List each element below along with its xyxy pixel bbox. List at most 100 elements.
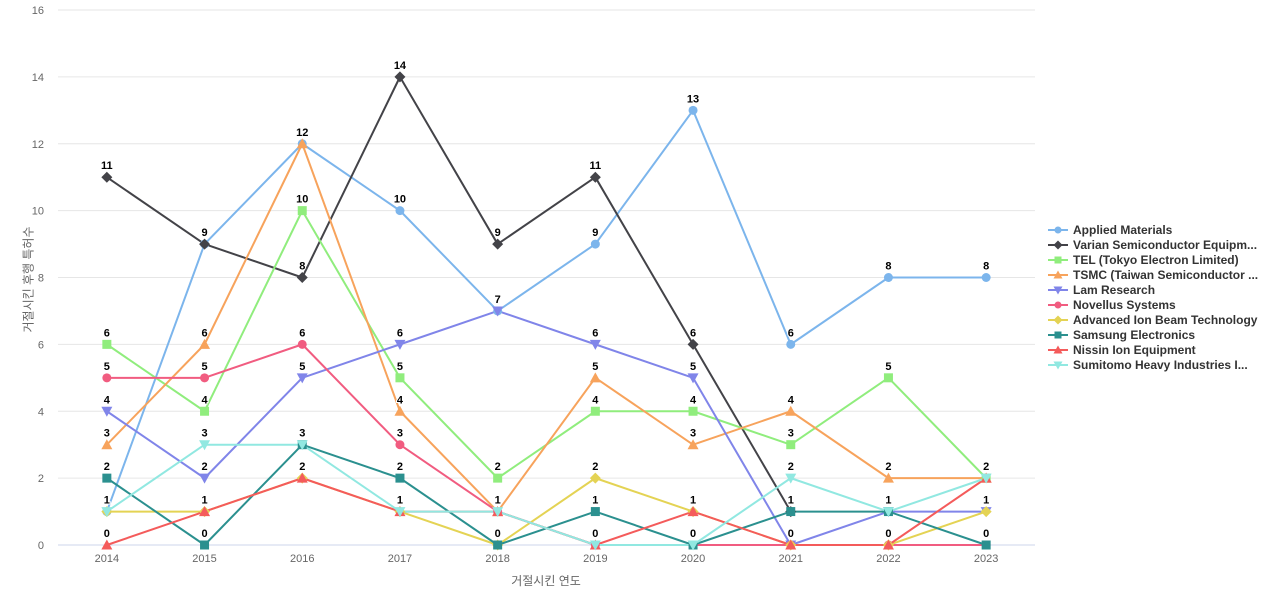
data-point-label: 4 [592, 394, 599, 406]
triangle-down-marker-icon[interactable] [882, 507, 894, 518]
triangle-down-marker-icon[interactable] [394, 507, 406, 518]
data-point-label: 3 [299, 428, 305, 440]
square-marker-icon[interactable] [493, 540, 503, 550]
circle-marker-icon[interactable] [297, 339, 307, 349]
legend-item-2[interactable]: TEL (Tokyo Electron Limited) [1048, 252, 1258, 267]
triangle-marker-icon[interactable] [785, 539, 797, 550]
square-marker-icon[interactable] [590, 406, 600, 416]
triangle-marker-icon[interactable] [589, 372, 601, 383]
triangle-down-marker-icon[interactable] [687, 540, 699, 551]
triangle-marker-icon[interactable] [394, 405, 406, 416]
diamond-marker-icon[interactable] [687, 338, 699, 350]
triangle-marker-icon[interactable] [296, 472, 308, 483]
triangle-marker-icon[interactable] [785, 405, 797, 416]
square-marker-icon[interactable] [883, 373, 893, 383]
legend-item-1[interactable]: Varian Semiconductor Equipm... [1048, 237, 1258, 252]
circle-marker-icon[interactable] [883, 273, 893, 282]
circle-marker-icon[interactable] [395, 206, 405, 216]
triangle-marker-icon[interactable] [687, 506, 699, 517]
square-marker-icon [1054, 331, 1062, 338]
square-marker-icon[interactable] [786, 507, 796, 517]
diamond-marker-icon[interactable] [199, 238, 211, 250]
triangle-down-marker-icon[interactable] [492, 306, 504, 317]
square-marker-icon [1054, 256, 1062, 263]
triangle-down-marker-icon[interactable] [296, 440, 308, 451]
data-point-label: 5 [690, 361, 696, 373]
triangle-down-marker-icon[interactable] [687, 373, 699, 384]
triangle-marker-icon[interactable] [882, 472, 894, 483]
data-point-label: 1 [495, 495, 501, 507]
data-point-label: 9 [495, 227, 501, 239]
data-point-label: 11 [590, 160, 602, 172]
triangle-marker-icon[interactable] [687, 439, 699, 450]
data-point-label: 0 [788, 528, 794, 540]
triangle-down-marker-icon[interactable] [394, 339, 406, 350]
data-point-label: 7 [495, 294, 501, 306]
triangle-down-marker-icon[interactable] [589, 339, 601, 350]
diamond-marker-icon[interactable] [101, 171, 113, 183]
square-marker-icon[interactable] [395, 373, 405, 383]
diamond-marker-icon[interactable] [589, 472, 601, 484]
data-point-label: 8 [983, 261, 989, 273]
data-point-label: 8 [885, 261, 891, 273]
x-tick-label: 2022 [876, 553, 900, 565]
legend-item-6[interactable]: Advanced Ion Beam Technology [1048, 312, 1258, 327]
triangle-down-marker-icon[interactable] [199, 440, 211, 451]
square-marker-icon[interactable] [200, 540, 210, 550]
legend-item-0[interactable]: Applied Materials [1048, 222, 1258, 237]
triangle-marker-icon[interactable] [882, 539, 894, 550]
square-marker-icon[interactable] [395, 473, 405, 483]
circle-marker-icon[interactable] [786, 339, 796, 349]
circle-marker-icon [1054, 226, 1062, 233]
data-point-label: 1 [788, 495, 794, 507]
legend-item-8[interactable]: Nissin Ion Equipment [1048, 342, 1258, 357]
triangle-marker-icon[interactable] [296, 138, 308, 149]
square-marker-icon[interactable] [200, 406, 210, 416]
square-marker-icon[interactable] [102, 339, 112, 349]
triangle-down-marker-icon[interactable] [589, 540, 601, 551]
triangle-marker-icon[interactable] [101, 539, 113, 550]
square-marker-icon[interactable] [786, 440, 796, 450]
legend-item-3[interactable]: TSMC (Taiwan Semiconductor ... [1048, 267, 1258, 282]
legend: Applied Materials Varian Semiconductor Eq… [1048, 222, 1258, 372]
diamond-marker-icon[interactable] [589, 171, 601, 183]
legend-item-4[interactable]: Lam Research [1048, 282, 1258, 297]
triangle-down-marker-icon[interactable] [785, 473, 797, 484]
triangle-down-marker-icon[interactable] [492, 507, 504, 518]
data-point-label: 1 [495, 495, 501, 507]
square-marker-icon[interactable] [493, 473, 503, 483]
square-marker-icon[interactable] [297, 206, 307, 216]
diamond-marker-icon[interactable] [394, 71, 406, 83]
circle-marker-icon[interactable] [688, 105, 698, 115]
square-marker-icon[interactable] [688, 406, 698, 416]
data-point-label: 4 [788, 394, 795, 406]
data-point-label: 5 [299, 361, 305, 373]
diamond-marker-icon[interactable] [492, 238, 504, 250]
legend-item-7[interactable]: Samsung Electronics [1048, 327, 1258, 342]
circle-marker-icon[interactable] [395, 440, 405, 450]
legend-item-5[interactable]: Novellus Systems [1048, 297, 1258, 312]
triangle-down-marker-icon[interactable] [101, 507, 113, 518]
legend-label: Lam Research [1073, 282, 1156, 297]
circle-marker-icon[interactable] [981, 273, 991, 282]
triangle-marker-icon[interactable] [199, 506, 211, 517]
diamond-marker-icon[interactable] [980, 506, 992, 518]
diamond-marker-icon[interactable] [296, 272, 308, 283]
legend-item-9[interactable]: Sumitomo Heavy Industries I... [1048, 357, 1258, 372]
triangle-down-marker-icon[interactable] [199, 473, 211, 484]
circle-marker-icon [1054, 301, 1062, 308]
square-marker-icon[interactable] [590, 507, 600, 517]
triangle-down-marker-icon[interactable] [980, 473, 992, 484]
triangle-down-marker-icon[interactable] [101, 406, 113, 417]
circle-marker-icon[interactable] [200, 373, 210, 383]
data-point-label: 2 [983, 461, 989, 473]
circle-marker-icon[interactable] [590, 239, 600, 249]
legend-label: TSMC (Taiwan Semiconductor ... [1073, 267, 1259, 282]
data-point-label: 1 [201, 495, 207, 507]
square-marker-icon[interactable] [981, 540, 991, 550]
circle-marker-icon[interactable] [102, 373, 112, 383]
square-marker-icon[interactable] [102, 473, 112, 483]
triangle-marker-icon[interactable] [101, 439, 113, 450]
triangle-down-marker-icon[interactable] [296, 373, 308, 384]
triangle-marker-icon[interactable] [199, 338, 211, 349]
